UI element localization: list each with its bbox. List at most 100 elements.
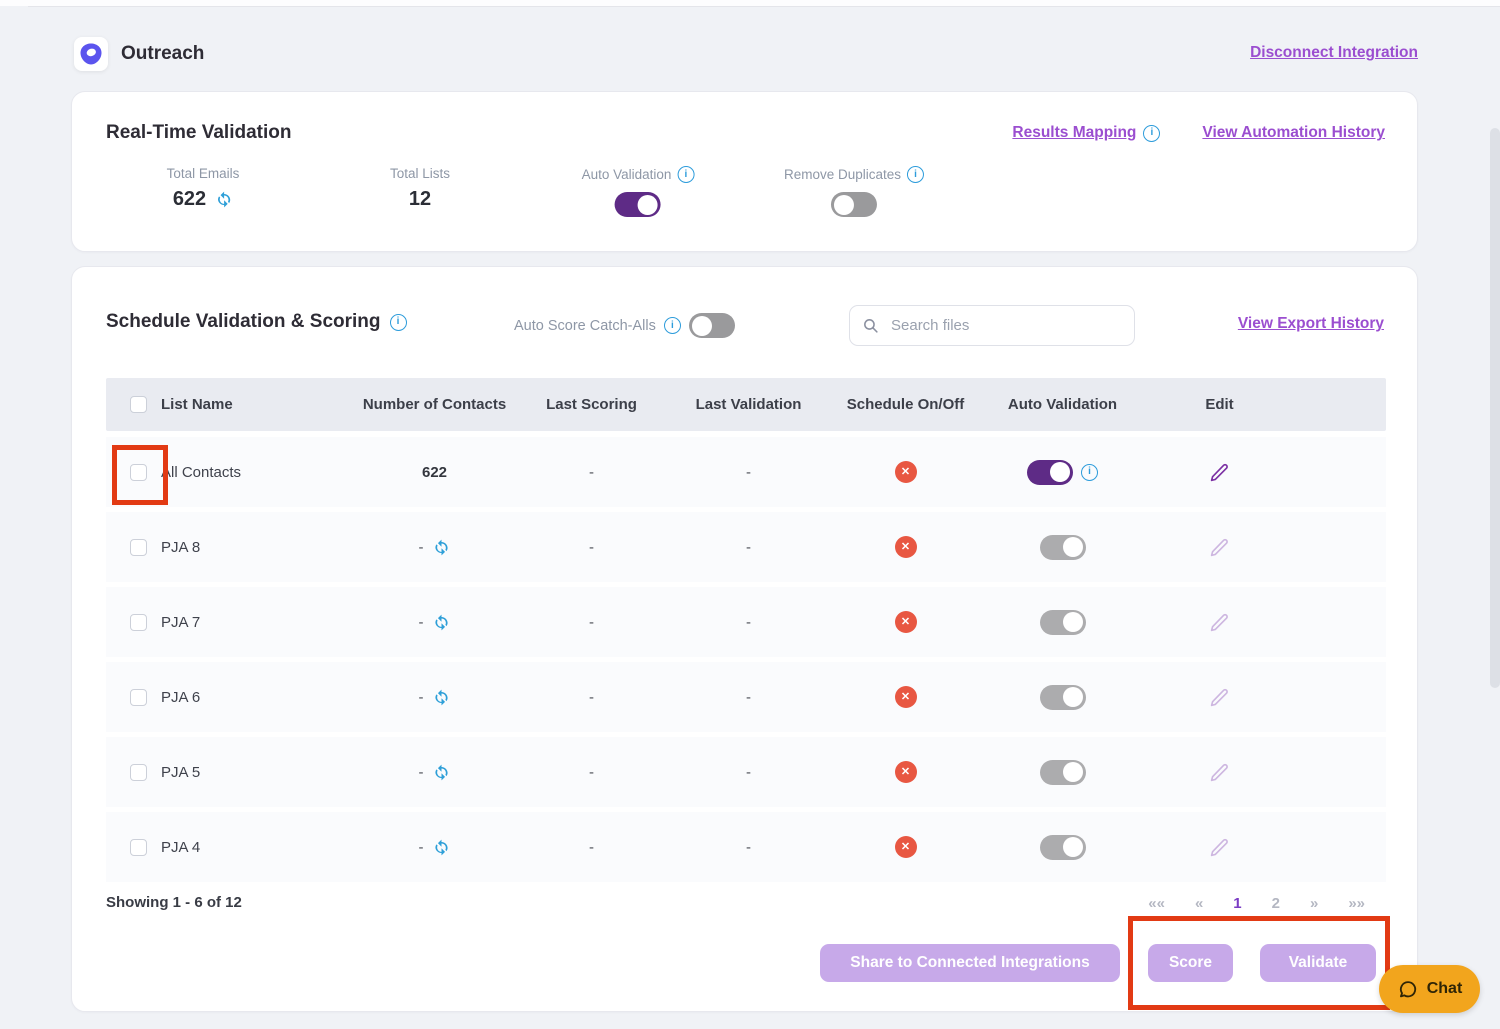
col-schedule-on-off: Schedule On/Off — [846, 396, 965, 413]
edit-icon[interactable] — [1209, 462, 1230, 483]
info-icon[interactable]: i — [907, 166, 925, 183]
auto-score-toggle[interactable] — [688, 313, 735, 338]
edit-icon-disabled — [1210, 613, 1228, 631]
row-auto-validation-toggle — [1039, 759, 1086, 785]
remove-duplicates-toggle[interactable] — [831, 192, 877, 217]
real-time-validation-card: Real-Time Validation Results Mapping i V… — [71, 91, 1418, 252]
total-emails-label: Total Emails — [166, 166, 240, 181]
row-auto-validation-toggle — [1039, 684, 1086, 710]
row-auto-validation-toggle — [1039, 834, 1086, 860]
edit-icon-disabled — [1210, 763, 1228, 781]
last-validation-value: - — [746, 463, 751, 481]
pagination-prev[interactable]: « — [1194, 895, 1204, 912]
edit-icon-disabled — [1210, 688, 1228, 706]
pagination-page-1[interactable]: 1 — [1233, 895, 1242, 912]
page-scrollbar[interactable] — [1490, 128, 1500, 688]
row-checkbox[interactable] — [130, 463, 147, 481]
total-lists-label: Total Lists — [389, 166, 451, 181]
outreach-logo — [74, 37, 108, 71]
col-auto-validation: Auto Validation — [1007, 396, 1118, 413]
list-name: PJA 7 — [161, 613, 201, 631]
contacts-count: - — [418, 838, 424, 856]
col-list-name: List Name — [161, 396, 233, 413]
showing-count: Showing 1 - 6 of 12 — [106, 894, 242, 911]
validate-button[interactable]: Validate — [1260, 944, 1376, 982]
schedule-off-icon[interactable]: ✕ — [894, 836, 917, 858]
pagination-next[interactable]: » — [1309, 895, 1319, 912]
refresh-icon[interactable] — [432, 688, 451, 707]
info-icon[interactable]: i — [1081, 463, 1098, 481]
view-automation-history-link[interactable]: View Automation History — [1202, 124, 1385, 141]
last-scoring-value: - — [589, 538, 594, 556]
row-auto-validation-toggle — [1039, 609, 1086, 635]
info-icon[interactable]: i — [663, 317, 681, 334]
outreach-logo-icon — [80, 43, 102, 65]
info-icon[interactable]: i — [389, 313, 407, 331]
contacts-count: - — [418, 613, 424, 631]
row-checkbox[interactable] — [130, 613, 147, 631]
last-validation-value: - — [746, 838, 751, 856]
disconnect-integration-link[interactable]: Disconnect Integration — [1250, 44, 1418, 61]
top-bar — [0, 0, 1500, 6]
refresh-icon[interactable] — [214, 190, 233, 209]
lists-table: List Name Number of Contacts Last Scorin… — [106, 378, 1386, 887]
last-scoring-value: - — [589, 763, 594, 781]
chat-label: Chat — [1426, 980, 1463, 997]
info-icon[interactable]: i — [677, 166, 695, 183]
last-scoring-value: - — [589, 688, 594, 706]
row-auto-validation-toggle[interactable] — [1027, 459, 1073, 485]
chat-button[interactable]: Chat — [1379, 965, 1480, 1013]
total-lists-value: 12 — [408, 188, 432, 210]
page-title: Outreach — [121, 43, 205, 64]
auto-score-label: Auto Score Catch-Alls — [514, 317, 656, 334]
col-edit: Edit — [1205, 396, 1234, 413]
row-checkbox[interactable] — [130, 688, 147, 706]
row-checkbox[interactable] — [130, 538, 147, 556]
refresh-icon[interactable] — [432, 538, 451, 557]
schedule-off-icon[interactable]: ✕ — [894, 686, 917, 708]
edit-icon-disabled — [1210, 838, 1228, 856]
contacts-count: - — [418, 538, 424, 556]
pagination-page-2[interactable]: 2 — [1271, 895, 1280, 912]
schedule-validation-title: Schedule Validation & Scoring — [106, 311, 381, 332]
contacts-count: - — [418, 688, 424, 706]
table-row: PJA 5 - - - ✕ — [106, 737, 1386, 807]
search-box — [849, 305, 1135, 346]
remove-duplicates-label: Remove Duplicates — [783, 167, 902, 182]
refresh-icon[interactable] — [432, 838, 451, 857]
refresh-icon[interactable] — [432, 613, 451, 632]
list-name: PJA 8 — [161, 538, 201, 556]
schedule-off-icon[interactable]: ✕ — [894, 461, 917, 483]
contacts-count: - — [418, 763, 424, 781]
schedule-off-icon[interactable]: ✕ — [894, 761, 917, 783]
score-button[interactable]: Score — [1148, 944, 1233, 982]
view-export-history-link[interactable]: View Export History — [1237, 315, 1384, 332]
auto-validation-toggle[interactable] — [614, 192, 661, 217]
list-name: PJA 5 — [161, 763, 201, 781]
pagination-last[interactable]: »» — [1348, 895, 1365, 912]
pagination-first[interactable]: «« — [1148, 895, 1165, 912]
schedule-off-icon[interactable]: ✕ — [894, 611, 917, 633]
table-row: PJA 8 - - - ✕ — [106, 512, 1386, 582]
chat-bubble-icon — [1399, 981, 1416, 998]
schedule-off-icon[interactable]: ✕ — [894, 536, 917, 558]
last-scoring-value: - — [589, 613, 594, 631]
table-row: PJA 6 - - - ✕ — [106, 662, 1386, 732]
row-checkbox[interactable] — [130, 763, 147, 781]
row-checkbox[interactable] — [130, 838, 147, 856]
edit-icon-disabled — [1210, 538, 1228, 556]
last-validation-value: - — [746, 538, 751, 556]
results-mapping-link[interactable]: Results Mapping — [1012, 124, 1137, 141]
top-divider — [28, 6, 1500, 7]
list-name: PJA 6 — [161, 688, 201, 706]
search-input[interactable] — [889, 316, 1122, 335]
refresh-icon[interactable] — [432, 763, 451, 782]
info-icon[interactable]: i — [1143, 124, 1161, 142]
table-row: PJA 7 - - - ✕ — [106, 587, 1386, 657]
share-to-integrations-button[interactable]: Share to Connected Integrations — [820, 944, 1120, 982]
last-validation-value: - — [746, 688, 751, 706]
last-validation-value: - — [746, 763, 751, 781]
select-all-checkbox[interactable] — [130, 396, 147, 413]
last-scoring-value: - — [589, 838, 594, 856]
